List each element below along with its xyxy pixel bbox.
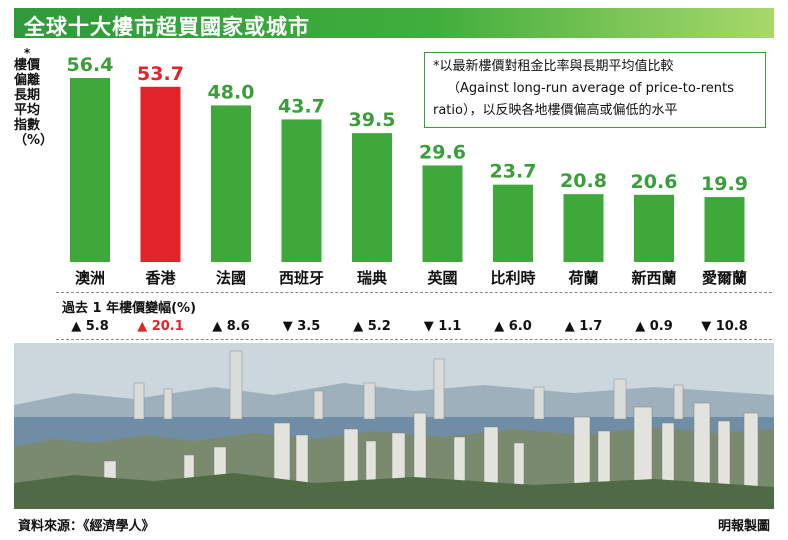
bar-3	[281, 119, 322, 263]
price-change-value: ▲ 5.8	[71, 319, 109, 334]
bar-5	[422, 165, 463, 262]
bar-1	[140, 86, 181, 263]
bar-value-label: 53.7	[137, 63, 184, 85]
y-axis-label: * 樓價偏離長期平均指數（%）	[14, 46, 53, 273]
y-axis-marker: *	[23, 46, 31, 60]
price-change-value: ▲ 6.0	[494, 319, 532, 334]
category-label: 香港	[145, 269, 176, 287]
bar-value-label: 20.6	[631, 171, 678, 193]
category-label: 愛爾蘭	[702, 269, 747, 287]
category-label: 新西蘭	[631, 269, 676, 287]
bar-value-label: 29.6	[419, 141, 466, 163]
category-label: 瑞典	[357, 269, 387, 287]
bar-value-label: 39.5	[349, 109, 396, 131]
bar-8	[634, 194, 674, 262]
category-label: 西班牙	[279, 269, 324, 287]
price-change-value: ▼ 1.1	[423, 319, 462, 334]
bar-chart: 56.4 澳洲 53.7 香港 48.0 法國 43.7 西班牙 39.5 瑞典 29.6 英國 23.…	[67, 54, 748, 287]
note-line-2: （Against long-run average of price-to-re…	[447, 81, 734, 96]
note-line-1: *以最新樓價對租金比率與長期平均值比較	[433, 59, 674, 74]
price-change-value: ▲ 8.6	[212, 319, 250, 334]
bar-4	[352, 133, 392, 262]
credit-text: 明報製圖	[717, 519, 770, 534]
price-change-value: ▲ 0.9	[635, 319, 673, 334]
title-bar: 全球十大樓市超買國家或城市	[14, 8, 774, 39]
bar-value-label: 19.9	[701, 173, 748, 195]
category-label: 法國	[216, 269, 246, 287]
skyline-illustration	[14, 343, 774, 509]
category-label: 澳洲	[75, 269, 105, 287]
bar-2	[211, 105, 251, 262]
category-label: 荷蘭	[568, 269, 598, 287]
price-change-value: ▼ 10.8	[701, 319, 748, 334]
price-change-value: ▲ 20.1	[137, 319, 184, 334]
bar-value-label: 43.7	[278, 95, 325, 117]
category-label: 比利時	[490, 269, 535, 287]
chart-title: 全球十大樓市超買國家或城市	[24, 15, 310, 39]
category-label: 英國	[427, 269, 457, 287]
bar-0	[70, 78, 110, 262]
note-line-3: ratio），以反映各地樓價偏高或偏低的水平	[433, 103, 678, 118]
bar-value-label: 56.4	[67, 54, 114, 76]
price-change-value: ▲ 1.7	[564, 319, 603, 334]
y-axis-label-text: 樓價偏離長期平均指數（%）	[14, 58, 54, 148]
price-change-title: 過去 1 年樓價變幅(%)	[62, 301, 197, 316]
source-text: 資料來源：《經濟學人》	[18, 519, 155, 534]
price-change-value: ▲ 5.2	[353, 319, 391, 334]
bar-value-label: 48.0	[208, 81, 255, 103]
bar-value-label: 23.7	[490, 161, 537, 183]
note-box: *以最新樓價對租金比率與長期平均值比較 （Against long-run av…	[424, 52, 766, 128]
divider	[56, 292, 772, 293]
bar-7	[563, 194, 604, 262]
bar-6	[493, 184, 533, 262]
bar-value-label: 20.8	[560, 170, 607, 192]
divider	[56, 339, 772, 340]
price-change-value: ▼ 3.5	[282, 319, 321, 334]
bar-9	[704, 197, 745, 262]
hong-kong-skyline-photo	[14, 343, 774, 509]
